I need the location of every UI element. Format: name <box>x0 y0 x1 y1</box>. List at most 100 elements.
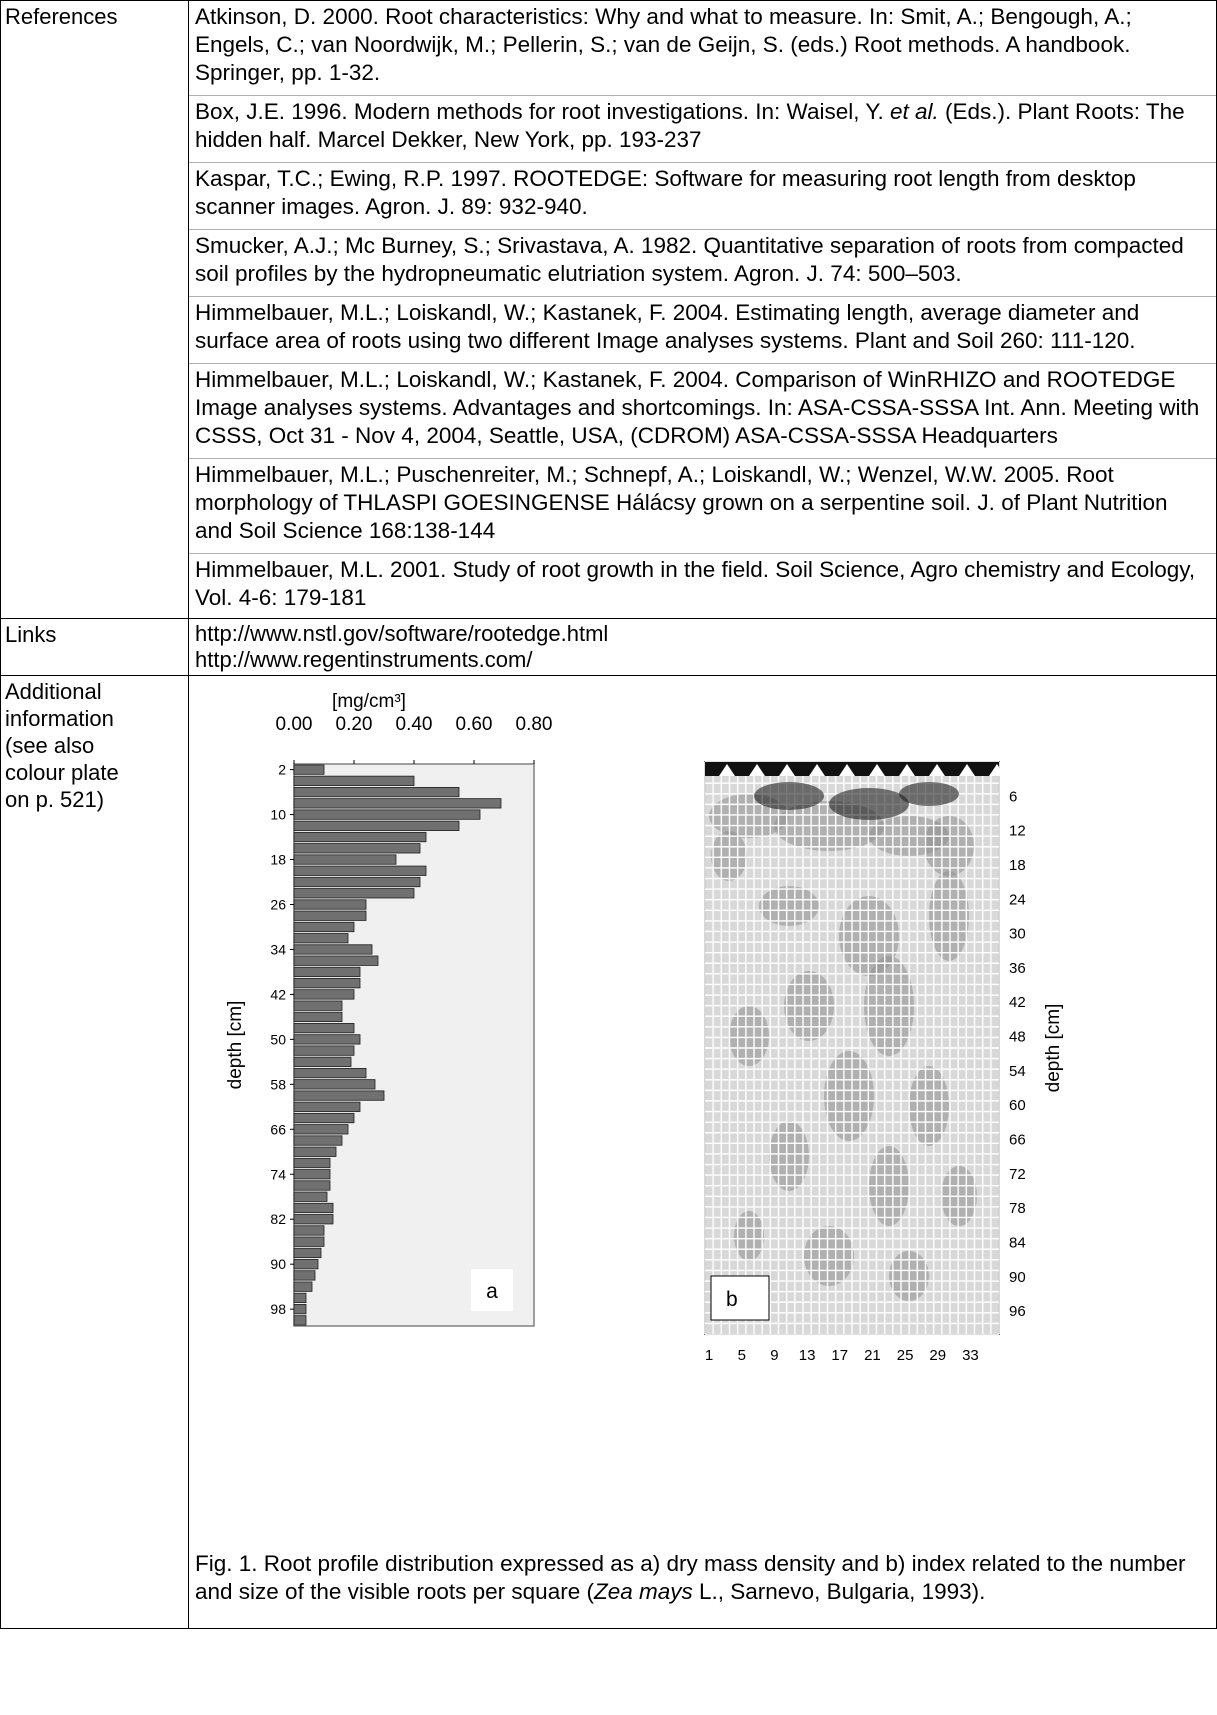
y-tick-label: 24 <box>1009 891 1026 908</box>
link-regentinstruments[interactable]: http://www.regentinstruments.com/ <box>195 647 533 672</box>
chart-a: 0.00 0.20 0.40 0.60 0.80 [mg/cm³] 2 10 18 26 34 42 5… <box>225 691 553 1327</box>
y-tick-label: 98 <box>270 1301 286 1317</box>
figure: 0.00 0.20 0.40 0.60 0.80 [mg/cm³] 2 10 18 26 34 42 5… <box>189 676 1216 1628</box>
bar <box>293 1011 343 1023</box>
x-tick-label: 33 <box>962 1347 979 1364</box>
bar <box>293 775 415 786</box>
bar <box>293 1023 355 1034</box>
y-tick-label: 18 <box>270 852 286 868</box>
bar <box>293 944 373 955</box>
bar <box>293 1180 331 1191</box>
figure-cell: 0.00 0.20 0.40 0.60 0.80 [mg/cm³] 2 10 18 26 34 42 5… <box>188 675 1217 1629</box>
y-tick-label: 2 <box>278 762 286 778</box>
figure-caption: Fig. 1. Root profile distribution expres… <box>189 1550 1217 1606</box>
top-band-marker <box>779 764 795 776</box>
references-content: Atkinson, D. 2000. Root characteristics:… <box>188 0 1217 619</box>
root-density-blob <box>924 816 974 876</box>
caption-text: L., Sarnevo, Bulgaria, 1993). <box>692 1579 986 1604</box>
y-tick-label: 30 <box>1009 926 1026 943</box>
reference-text: Himmelbauer, M.L.; Loiskandl, W.; Kastan… <box>195 300 1140 353</box>
reference-text: Himmelbauer, M.L.; Loiskandl, W.; Kastan… <box>195 367 1200 448</box>
y-tick-label: 6 <box>1009 788 1017 805</box>
root-density-blob <box>729 1006 769 1066</box>
panel-b-letter-box <box>710 1275 770 1321</box>
y-tick-label: 72 <box>1009 1166 1026 1183</box>
bar <box>293 1146 337 1157</box>
y-tick-label: 90 <box>1009 1269 1026 1286</box>
x-tick-label: 1 <box>705 1347 713 1364</box>
y-tick-label: 74 <box>270 1166 286 1182</box>
root-density-blob <box>734 1211 764 1261</box>
root-mass-dark <box>754 782 824 810</box>
bar <box>293 933 349 944</box>
reference-item: Box, J.E. 1996. Modern methods for root … <box>189 96 1216 163</box>
bar <box>293 955 379 966</box>
x-tick-label: 0.00 <box>276 714 313 735</box>
y-tick-label: 84 <box>1009 1234 1026 1251</box>
bar <box>293 1304 307 1315</box>
x-tick-label: 9 <box>770 1347 778 1364</box>
bar <box>293 1214 334 1225</box>
document-table: References Atkinson, D. 2000. Root chara… <box>0 0 1217 1629</box>
references-row: References Atkinson, D. 2000. Root chara… <box>0 0 1217 619</box>
y-tick-label: 18 <box>1009 857 1026 874</box>
bar <box>293 1112 355 1124</box>
link-rootedge[interactable]: http://www.nstl.gov/software/rootedge.ht… <box>195 621 609 646</box>
y-tick-label: 50 <box>270 1031 286 1047</box>
bar <box>293 854 397 865</box>
reference-item: Himmelbauer, M.L.; Loiskandl, W.; Kastan… <box>189 364 1216 459</box>
bar <box>293 786 460 798</box>
reference-text: Atkinson, D. 2000. Root characteristics:… <box>195 4 1132 85</box>
reference-item: Atkinson, D. 2000. Root characteristics:… <box>189 1 1216 96</box>
x-tick-label: 0.80 <box>516 714 553 735</box>
y-tick-label: 42 <box>1009 994 1026 1011</box>
bar <box>293 1247 322 1259</box>
reference-text: Himmelbauer, M.L.; Puschenreiter, M.; Sc… <box>195 462 1168 543</box>
bar <box>293 910 367 921</box>
bar <box>293 1202 334 1214</box>
y-tick-label: 96 <box>1009 1303 1026 1320</box>
references-label: References <box>0 0 189 619</box>
bar <box>293 1281 313 1292</box>
bar <box>293 820 460 831</box>
root-mass-dark <box>899 782 959 806</box>
additional-label-line: Additional <box>5 679 102 704</box>
top-band <box>705 762 999 776</box>
y-tick-label: 42 <box>270 986 286 1002</box>
x-tick-label: 29 <box>929 1347 946 1364</box>
reference-item: Himmelbauer, M.L. 2001. Study of root gr… <box>189 554 1216 618</box>
y-tick-label: 58 <box>270 1076 286 1092</box>
additional-info-row: Additional information (see also colour … <box>0 675 1217 1629</box>
top-band-marker <box>899 764 915 776</box>
links-content: http://www.nstl.gov/software/rootedge.ht… <box>188 618 1217 676</box>
caption-text: Fig. 1. Root profile distribution expres… <box>195 1551 1186 1604</box>
links-row: Links http://www.nstl.gov/software/roote… <box>0 618 1217 676</box>
additional-label-line: (see also <box>5 733 95 758</box>
bar <box>293 798 502 809</box>
figure-graphic: 0.00 0.20 0.40 0.60 0.80[mg/cm³]210182634425… <box>225 691 1064 1364</box>
reference-list: Atkinson, D. 2000. Root characteristics:… <box>189 1 1216 618</box>
root-density-blob <box>824 1051 874 1141</box>
bar <box>293 899 367 910</box>
root-density-blob <box>909 1066 949 1146</box>
additional-info-label: Additional information (see also colour … <box>0 675 189 1629</box>
y-tick-label: 36 <box>1009 960 1026 977</box>
bar <box>293 1067 367 1079</box>
y-tick-label: 12 <box>1009 823 1026 840</box>
x-tick-label: 17 <box>831 1347 848 1364</box>
y-axis-label: depth [cm] <box>225 1001 246 1090</box>
bar <box>293 1191 328 1202</box>
additional-label-line: on p. 521) <box>5 787 105 812</box>
bar <box>293 1236 325 1247</box>
y-tick-label: 26 <box>270 897 286 913</box>
bar <box>293 843 421 854</box>
root-density-blob <box>759 886 819 926</box>
y-tick-label: 48 <box>1009 1029 1026 1046</box>
y-axis-label: depth [cm] <box>1043 1004 1064 1093</box>
bar <box>293 978 361 989</box>
y-tick-label: 66 <box>270 1121 286 1137</box>
panel-b-letter: b <box>726 1288 738 1311</box>
y-tick-label: 34 <box>270 941 286 957</box>
reference-text: et al. <box>889 99 939 124</box>
reference-text: Kaspar, T.C.; Ewing, R.P. 1997. ROOTEDGE… <box>195 166 1136 219</box>
